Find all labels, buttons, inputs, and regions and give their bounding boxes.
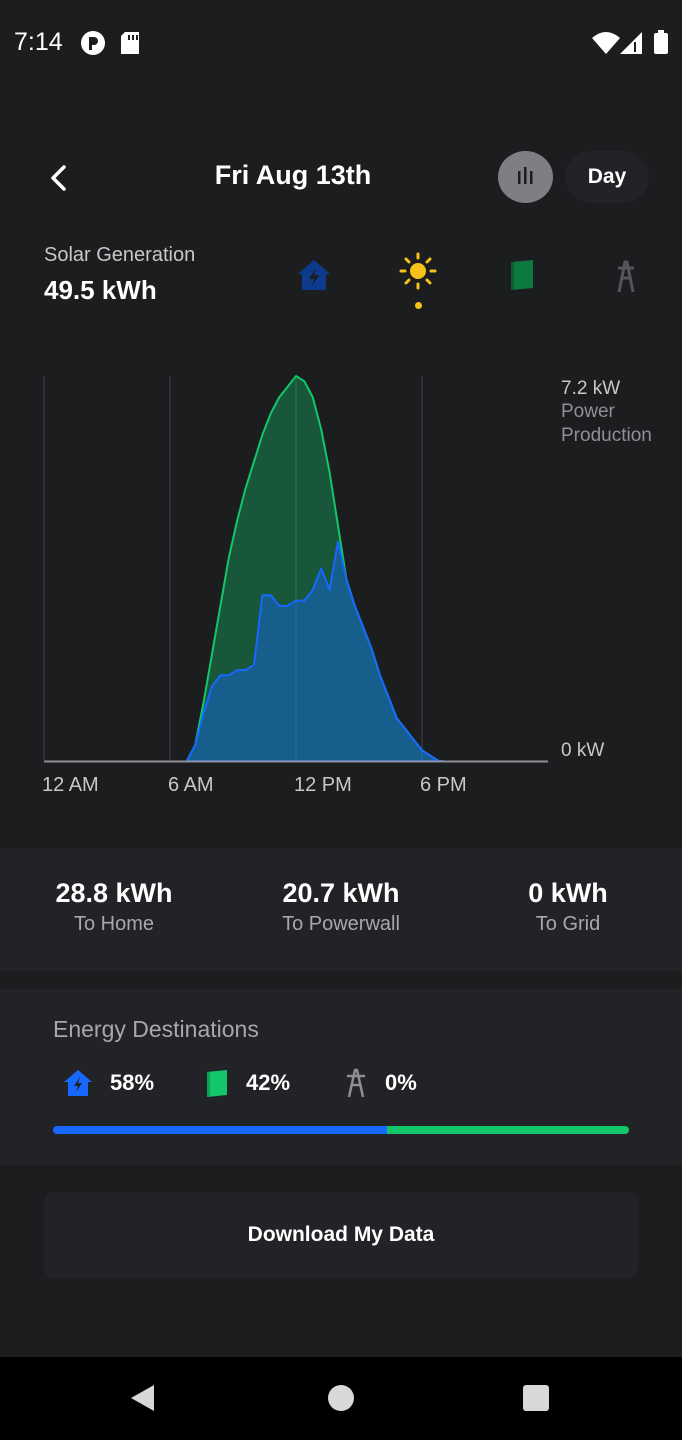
split-bar-powerwall <box>387 1126 629 1134</box>
stat-label: To Grid <box>535 913 601 935</box>
square-recents-icon <box>523 1385 549 1411</box>
chart-series <box>185 375 444 762</box>
selected-indicator-dot <box>415 302 422 309</box>
stat-to-home: 28.8 kWh To Home <box>1 878 227 936</box>
download-data-button[interactable]: Download My Data <box>44 1192 638 1278</box>
sun-icon <box>399 252 437 290</box>
energy-destinations-panel <box>0 989 682 1165</box>
back-button[interactable] <box>40 158 80 198</box>
nav-home-button[interactable] <box>326 1383 356 1418</box>
period-selector-button[interactable]: Day <box>565 151 649 203</box>
stat-value: 0 kWh <box>528 878 608 908</box>
nav-recents-button[interactable] <box>522 1384 550 1417</box>
triangle-back-icon <box>131 1385 154 1411</box>
page-title: Fri Aug 13th <box>214 160 372 190</box>
stat-to-powerwall: 20.7 kWh To Powerwall <box>228 878 454 936</box>
power-production-chart <box>43 375 548 763</box>
bar-chart-icon <box>518 167 533 184</box>
destination-grid: 0% <box>343 1068 417 1098</box>
x-tick-label: 6 PM <box>420 774 467 796</box>
y-min-label: 0 kW <box>561 740 605 761</box>
status-time: 7:14 <box>14 28 63 56</box>
stat-label: To Home <box>73 913 155 935</box>
cell-signal-icon <box>620 32 642 59</box>
y-max-label: 7.2 kW <box>561 378 621 399</box>
transmission-tower-icon <box>347 1068 365 1098</box>
transmission-tower-icon <box>617 260 635 293</box>
destination-percent: 58% <box>110 1070 155 1095</box>
home-bolt-icon <box>298 260 330 290</box>
destination-home: 58% <box>62 1068 154 1098</box>
home-bolt-icon <box>64 1070 92 1096</box>
destination-percent: 0% <box>385 1070 417 1095</box>
chevron-left-icon <box>51 165 66 191</box>
x-tick-label: 6 AM <box>168 774 214 796</box>
series-area-to-home <box>185 540 444 762</box>
stat-label: To Powerwall <box>282 913 400 935</box>
battery-icon <box>654 30 668 59</box>
wifi-icon <box>592 32 620 59</box>
split-bar-home <box>53 1126 388 1134</box>
destination-powerwall: 42% <box>204 1068 290 1098</box>
grid-filter-button[interactable] <box>604 254 648 298</box>
energy-totals-panel <box>0 848 682 971</box>
generation-value: 49.5 kWh <box>44 275 157 305</box>
powerwall-filter-button[interactable] <box>500 254 544 298</box>
generation-label: Solar Generation <box>44 244 196 266</box>
y-unit-label-line1: Power <box>561 401 615 422</box>
destination-percent: 42% <box>246 1070 291 1095</box>
destination-split-bar <box>53 1126 629 1134</box>
powerwall-icon <box>207 1070 227 1097</box>
solar-filter-button[interactable] <box>396 250 440 294</box>
powerwall-icon <box>511 260 533 290</box>
sd-card-icon <box>120 30 142 61</box>
app-notification-icon <box>80 30 106 61</box>
y-unit-label-line2: Production <box>561 425 652 446</box>
circle-home-icon <box>328 1385 354 1411</box>
home-filter-button[interactable] <box>292 254 336 298</box>
nav-back-button[interactable] <box>128 1383 158 1418</box>
x-tick-label: 12 AM <box>42 774 99 796</box>
energy-destinations-title: Energy Destinations <box>53 1016 259 1042</box>
stat-value: 20.7 kWh <box>282 878 400 908</box>
stat-value: 28.8 kWh <box>55 878 173 908</box>
stat-to-grid: 0 kWh To Grid <box>455 878 681 936</box>
chart-view-toggle[interactable] <box>498 151 553 203</box>
x-tick-label: 12 PM <box>294 774 352 796</box>
chart-gridlines <box>43 376 423 761</box>
